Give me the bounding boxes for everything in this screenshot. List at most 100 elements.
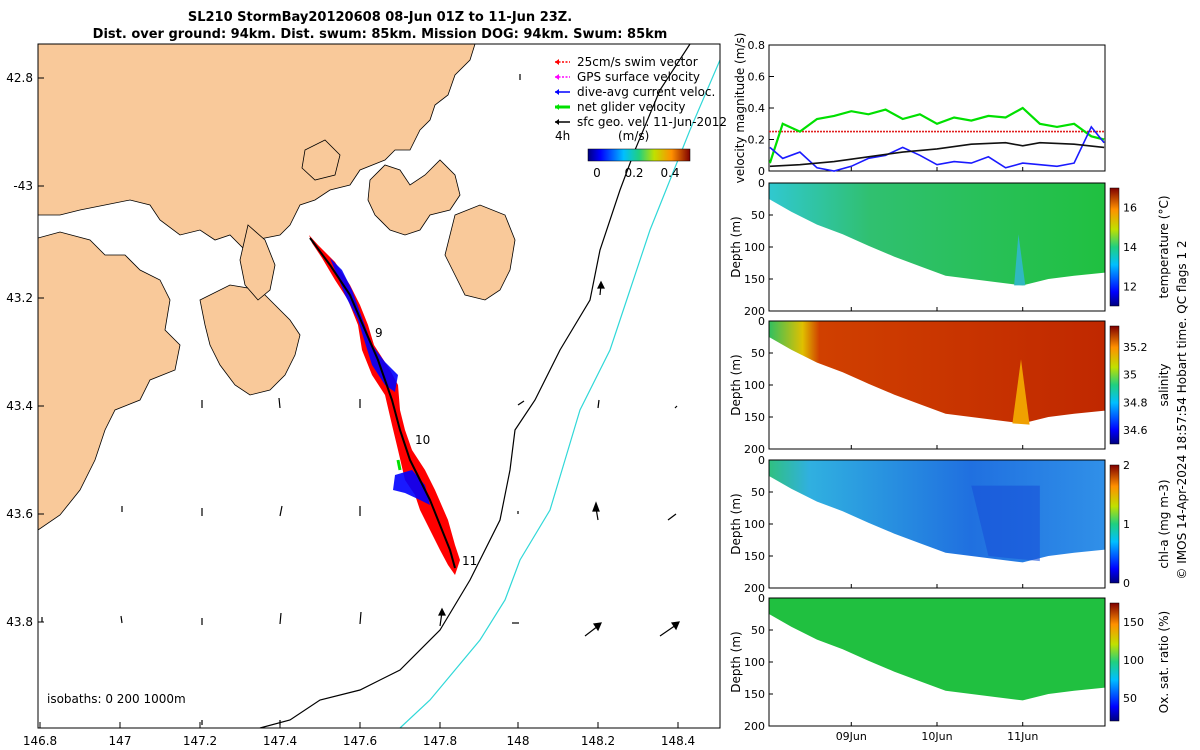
glider-path [309,237,456,569]
land-northwest [38,44,476,251]
profile-panel: 0 50 100 150 200 Depth (m) 0 1 2 chl-a (mg m-3) [729,454,1171,595]
depth-tick-label: 150 [744,273,765,286]
velocity-series-line [769,125,1105,172]
section-fill [769,321,1105,424]
map-y-tick-label: 43.6 [6,507,33,521]
depth-tick-label: 100 [744,656,765,669]
waypoint-label-10: 10 [415,433,430,447]
depth-tick-label: 100 [744,379,765,392]
colorbar-label: salinity [1157,363,1171,406]
legend-label: net glider velocity [577,100,685,114]
colorbar-tick-label: 2 [1123,459,1130,472]
legend-item: net glider velocity [555,100,685,114]
map-x-tick-label: 147.6 [343,734,377,748]
profile-panel: 0 50 100 150 200 Depth (m) 34.6 34.8 35 35.2 salin… [729,315,1171,456]
map-x-tick-label: 147 [109,734,132,748]
legend-item: 25cm/s swim vector [555,55,698,69]
colorbar-label: chl-a (mg m-3) [1157,479,1171,568]
colorbar-tick-2: 0.4 [660,166,679,180]
net-velocity-marker [396,459,402,471]
velocity-y-tick-label: 0 [758,165,765,178]
depth-tick-label: 0 [758,592,765,605]
land-bruny [239,224,276,301]
colorbar-tick-label: 34.6 [1123,424,1148,437]
colorbar-tick-label: 50 [1123,692,1137,705]
profile-ylabel: Depth (m) [729,354,743,415]
isobath-200m [259,44,691,728]
map-x-tick-label: 148 [507,734,530,748]
velocity-y-ticks: 0 0.2 0.4 0.6 0.8 [748,39,774,178]
land-tasman-peninsula-north [367,159,461,236]
map-x-tick-label: 147.4 [263,734,297,748]
profile-ylabel: Depth (m) [729,493,743,554]
section-fill [769,598,1105,701]
legend-arrowhead [555,89,559,95]
map-x-ticks: 146.8 147 147.2 147.4 147.6 147.8 148 148.2 148.… [23,722,695,748]
velocity-y-tick-label: 0.4 [748,102,766,115]
colorbar-tick-label: 14 [1123,241,1137,254]
vel-arrow [120,615,123,624]
depth-tick-label: 200 [744,443,765,456]
colorbar-tick-1: 0.2 [624,166,643,180]
map-x-tick-label: 148.2 [581,734,615,748]
velocity-y-tick-label: 0.8 [748,39,766,52]
map-y-tick-label: -43 [13,179,33,193]
land-south-peninsula [199,284,301,396]
map-title-line2: Dist. over ground: 94km. Dist. swum: 85k… [93,27,668,42]
map-y-tick-label: 43.8 [6,615,33,629]
map-x-tick-label: 147.8 [423,734,457,748]
profile-x-tick-label: 09Jun [836,730,867,743]
map-x-tick-label: 148.4 [661,734,695,748]
land-west [38,231,181,531]
depth-tick-label: 0 [758,177,765,190]
vel-arrow [278,397,281,409]
map-y-tick-label: 42.8 [6,71,33,85]
map-colorbar [587,148,691,162]
velocity-panel: 0 0.2 0.4 0.6 0.8 velocity magnitude (m/s) [733,33,1106,184]
legend-label: sfc geo. vel. 11-Jun-2012 [577,115,727,129]
section-feature [971,485,1040,562]
depth-tick-label: 200 [744,582,765,595]
map-title-line1: SL210 StormBay20120608 08-Jun 01Z to 11-… [188,10,572,25]
vel-arrow [438,607,446,627]
depth-tick-label: 50 [751,486,765,499]
profile-x-tick-label: 11Jun [1007,730,1038,743]
velocity-series-line [769,141,1105,168]
map-y-tick-label: 43.4 [6,399,33,413]
vel-arrow [517,400,525,406]
vel-arrow [584,622,602,637]
depth-tick-label: 150 [744,688,765,701]
colorbar-label: temperature (°C) [1157,196,1171,299]
legend-label: dive-avg current veloc. [577,85,715,99]
colorbar-tick-label: 12 [1123,280,1137,293]
isobath-label: isobaths: 0 200 1000m [47,692,186,706]
vel-arrow [674,405,678,409]
velocity-y-tick-label: 0.6 [748,71,766,84]
velocity-series-line [768,106,1105,164]
profile-ylabel: Depth (m) [729,216,743,277]
map-x-tick-label: 147.2 [183,734,217,748]
colorbar-tick-label: 1 [1123,518,1130,531]
waypoint-label-11: 11 [462,554,477,568]
vel-arrow [597,399,600,409]
legend-arrowhead [555,104,559,110]
waypoint-label-9: 9 [375,326,383,340]
depth-tick-label: 50 [751,347,765,360]
velocity-ylabel: velocity magnitude (m/s) [733,33,747,184]
glider-track [309,235,460,575]
section-feature [1012,359,1030,425]
depth-tick-label: 100 [744,518,765,531]
legend-label: GPS surface velocity [577,70,700,84]
vel-arrow [279,505,283,517]
map-y-ticks: 42.8 -43 43.2 43.4 43.6 43.8 [6,71,44,629]
profile-colorbar [1109,464,1120,584]
colorbar-tick-label: 34.8 [1123,396,1148,409]
depth-tick-label: 100 [744,241,765,254]
colorbar-tick-label: 100 [1123,654,1144,667]
colorbar-tick-label: 35 [1123,369,1137,382]
velocity-y-tick-label: 0.2 [748,134,766,147]
current-velocity-band-2 [393,470,430,505]
colorbar-tick-label: 35.2 [1123,341,1148,354]
isobath-1000m [399,59,720,728]
